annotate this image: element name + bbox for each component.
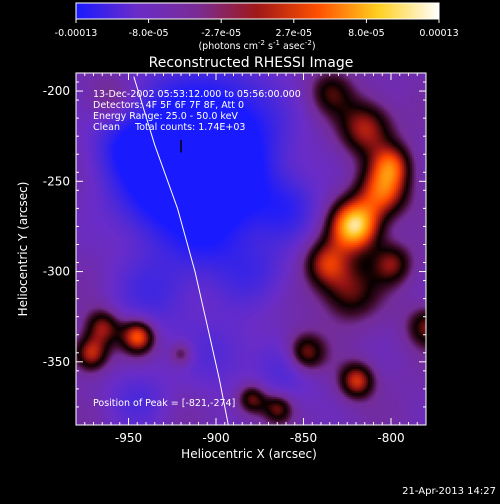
info-detectors: Detectors: 4F 5F 6F 7F 8F, Att 0 [93, 100, 244, 111]
solar-limb-line [133, 76, 229, 425]
y-axis-label: Heliocentric Y (arcsec) [16, 182, 30, 317]
x-tick-label: -800 [377, 431, 404, 445]
x-tick-label: -900 [202, 431, 229, 445]
colorbar-ticks [75, 19, 440, 23]
colorbar-labels: -0.00013 -8.0e-05 -2.7e-05 2.7e-05 8.0e-05 0.… [55, 28, 459, 39]
x-tick-label: -950 [115, 431, 142, 445]
image-area [76, 73, 426, 425]
info-time-range: 13-Dec-2002 05:53:12.000 to 05:56:00.000 [93, 89, 301, 100]
y-axis: -200 -250 -300 -350 [43, 81, 426, 426]
colorbar-label: 2.7e-05 [276, 28, 312, 39]
colorbar-label: 0.00013 [419, 28, 458, 39]
colorbar-label: -0.00013 [55, 28, 98, 39]
y-tick-label: -250 [43, 174, 70, 188]
colorbar-label: 8.0e-05 [348, 28, 384, 39]
chart-title: Reconstructed RHESSI Image [149, 55, 354, 71]
x-axis: -950 -900 -850 -800 [84, 73, 427, 445]
y-tick-label: -350 [43, 355, 70, 369]
x-axis-label: Heliocentric X (arcsec) [181, 447, 317, 461]
y-tick-label: -300 [43, 265, 70, 279]
y-tick-label: -200 [43, 84, 70, 98]
info-peak-position: Position of Peak = [-821,-274] [93, 398, 235, 409]
colorbar: -0.00013 -8.0e-05 -2.7e-05 2.7e-05 8.0e-05 0.… [55, 2, 459, 52]
footer-timestamp: 21-Apr-2013 14:27 [402, 486, 496, 497]
colorbar-label: -8.0e-05 [129, 28, 169, 39]
info-energy-range: Energy Range: 25.0 - 50.0 keV [93, 111, 238, 122]
info-block: 13-Dec-2002 05:53:12.000 to 05:56:00.000… [93, 89, 301, 409]
heatmap-canvas [76, 73, 426, 425]
x-tick-label: -850 [290, 431, 317, 445]
info-clean-counts: Clean Total counts: 1.74E+03 [93, 122, 245, 133]
colorbar-label: -2.7e-05 [201, 28, 241, 39]
colorbar-gradient [75, 2, 440, 20]
colorbar-units: (photons cm-2 s-1 asec-2) [198, 39, 315, 52]
